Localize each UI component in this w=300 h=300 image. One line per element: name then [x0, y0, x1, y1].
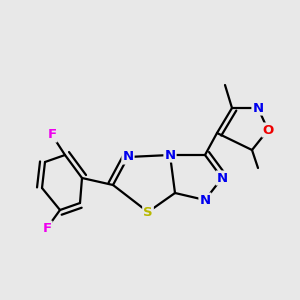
Text: O: O [262, 124, 274, 136]
Text: N: N [122, 151, 134, 164]
Text: F: F [42, 221, 52, 235]
Text: N: N [216, 172, 228, 184]
Text: N: N [200, 194, 211, 206]
Text: F: F [47, 128, 57, 142]
Text: N: N [252, 101, 264, 115]
Text: S: S [143, 206, 153, 218]
Text: N: N [164, 148, 175, 161]
